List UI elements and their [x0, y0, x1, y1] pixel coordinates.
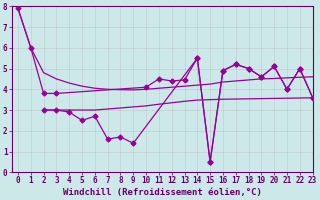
X-axis label: Windchill (Refroidissement éolien,°C): Windchill (Refroidissement éolien,°C) — [63, 188, 261, 197]
